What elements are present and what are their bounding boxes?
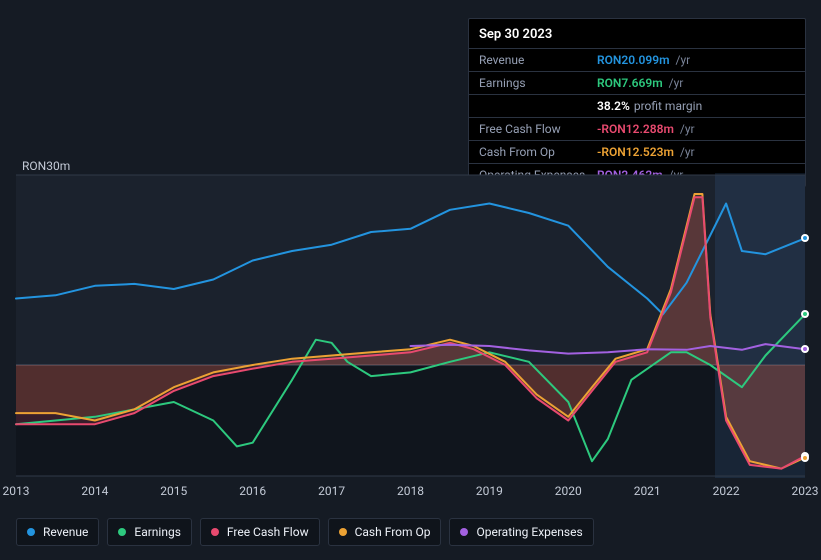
line-chart — [0, 0, 821, 560]
legend-dot — [460, 528, 468, 536]
x-tick: 2017 — [318, 484, 345, 498]
legend-dot — [118, 528, 126, 536]
x-tick: 2023 — [792, 484, 819, 498]
x-tick: 2018 — [397, 484, 424, 498]
x-tick: 2021 — [634, 484, 661, 498]
x-tick: 2015 — [160, 484, 187, 498]
x-tick: 2019 — [476, 484, 503, 498]
legend: Revenue Earnings Free Cash Flow Cash From O… — [16, 518, 594, 546]
legend-dot — [211, 528, 219, 536]
x-tick: 2020 — [555, 484, 582, 498]
x-tick: 2014 — [81, 484, 108, 498]
legend-item[interactable]: Earnings — [107, 518, 192, 546]
legend-label: Revenue — [43, 525, 88, 539]
legend-label: Operating Expenses — [476, 525, 582, 539]
legend-label: Free Cash Flow — [227, 525, 309, 539]
x-tick: 2013 — [3, 484, 30, 498]
x-tick: 2022 — [713, 484, 740, 498]
legend-label: Cash From Op — [355, 525, 431, 539]
legend-item[interactable]: Cash From Op — [328, 518, 442, 546]
legend-dot — [27, 528, 35, 536]
x-tick: 2016 — [239, 484, 266, 498]
chart-widget: Sep 30 2023 RevenueRON20.099m/yrEarnings… — [0, 0, 821, 560]
legend-item[interactable]: Operating Expenses — [449, 518, 593, 546]
legend-dot — [339, 528, 347, 536]
legend-item[interactable]: Free Cash Flow — [200, 518, 320, 546]
legend-item[interactable]: Revenue — [16, 518, 99, 546]
series-marker — [801, 454, 809, 462]
legend-label: Earnings — [134, 525, 181, 539]
